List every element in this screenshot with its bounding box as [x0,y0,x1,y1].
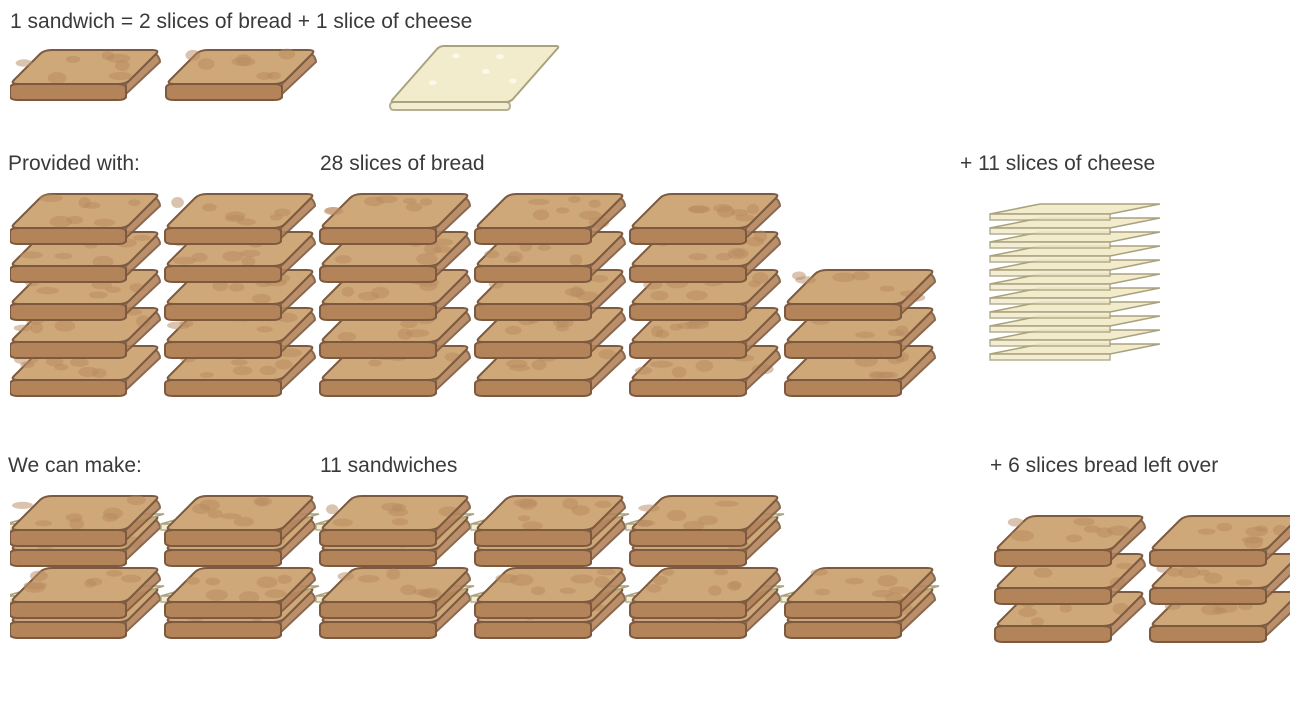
equation-section: 1 sandwich = 2 slices of bread + 1 slice… [10,10,1290,112]
provided-stage [10,184,1290,414]
result-label-sandwiches: 11 sandwiches [320,454,457,478]
sandwich [316,496,474,566]
equation-svg [10,42,710,112]
result-label-left: We can make: [8,454,142,478]
bread-slice [10,50,160,100]
provided-label-left: Provided with: [8,152,140,176]
sandwich [10,495,164,566]
sandwich [161,568,319,638]
provided-label-cheese: + 11 slices of cheese [960,152,1155,176]
result-section: We can make: 11 sandwiches + 6 slices br… [10,454,1290,676]
provided-label-bread: 28 slices of bread [320,152,485,176]
provided-svg [10,184,1290,414]
provided-section: Provided with: 28 slices of bread + 11 s… [10,152,1290,414]
sandwich [626,568,784,638]
result-svg [10,486,1290,676]
sandwich [626,496,784,566]
sandwich [316,568,474,638]
equation-stage [10,42,1290,112]
sandwich [10,568,164,638]
result-stage [10,486,1290,676]
sandwich [161,496,319,566]
sandwich [471,568,629,638]
sandwich [471,496,629,566]
provided-labels: Provided with: 28 slices of bread + 11 s… [10,152,1290,176]
result-label-leftover: + 6 slices bread left over [990,454,1218,478]
cheese-slice [390,46,558,110]
equation-labels: 1 sandwich = 2 slices of bread + 1 slice… [10,10,1290,34]
result-labels: We can make: 11 sandwiches + 6 slices br… [10,454,1290,478]
bread-slice [166,49,316,100]
sandwich [781,568,939,638]
equation-text: 1 sandwich = 2 slices of bread + 1 slice… [10,10,472,34]
bread-slice [1150,516,1290,566]
